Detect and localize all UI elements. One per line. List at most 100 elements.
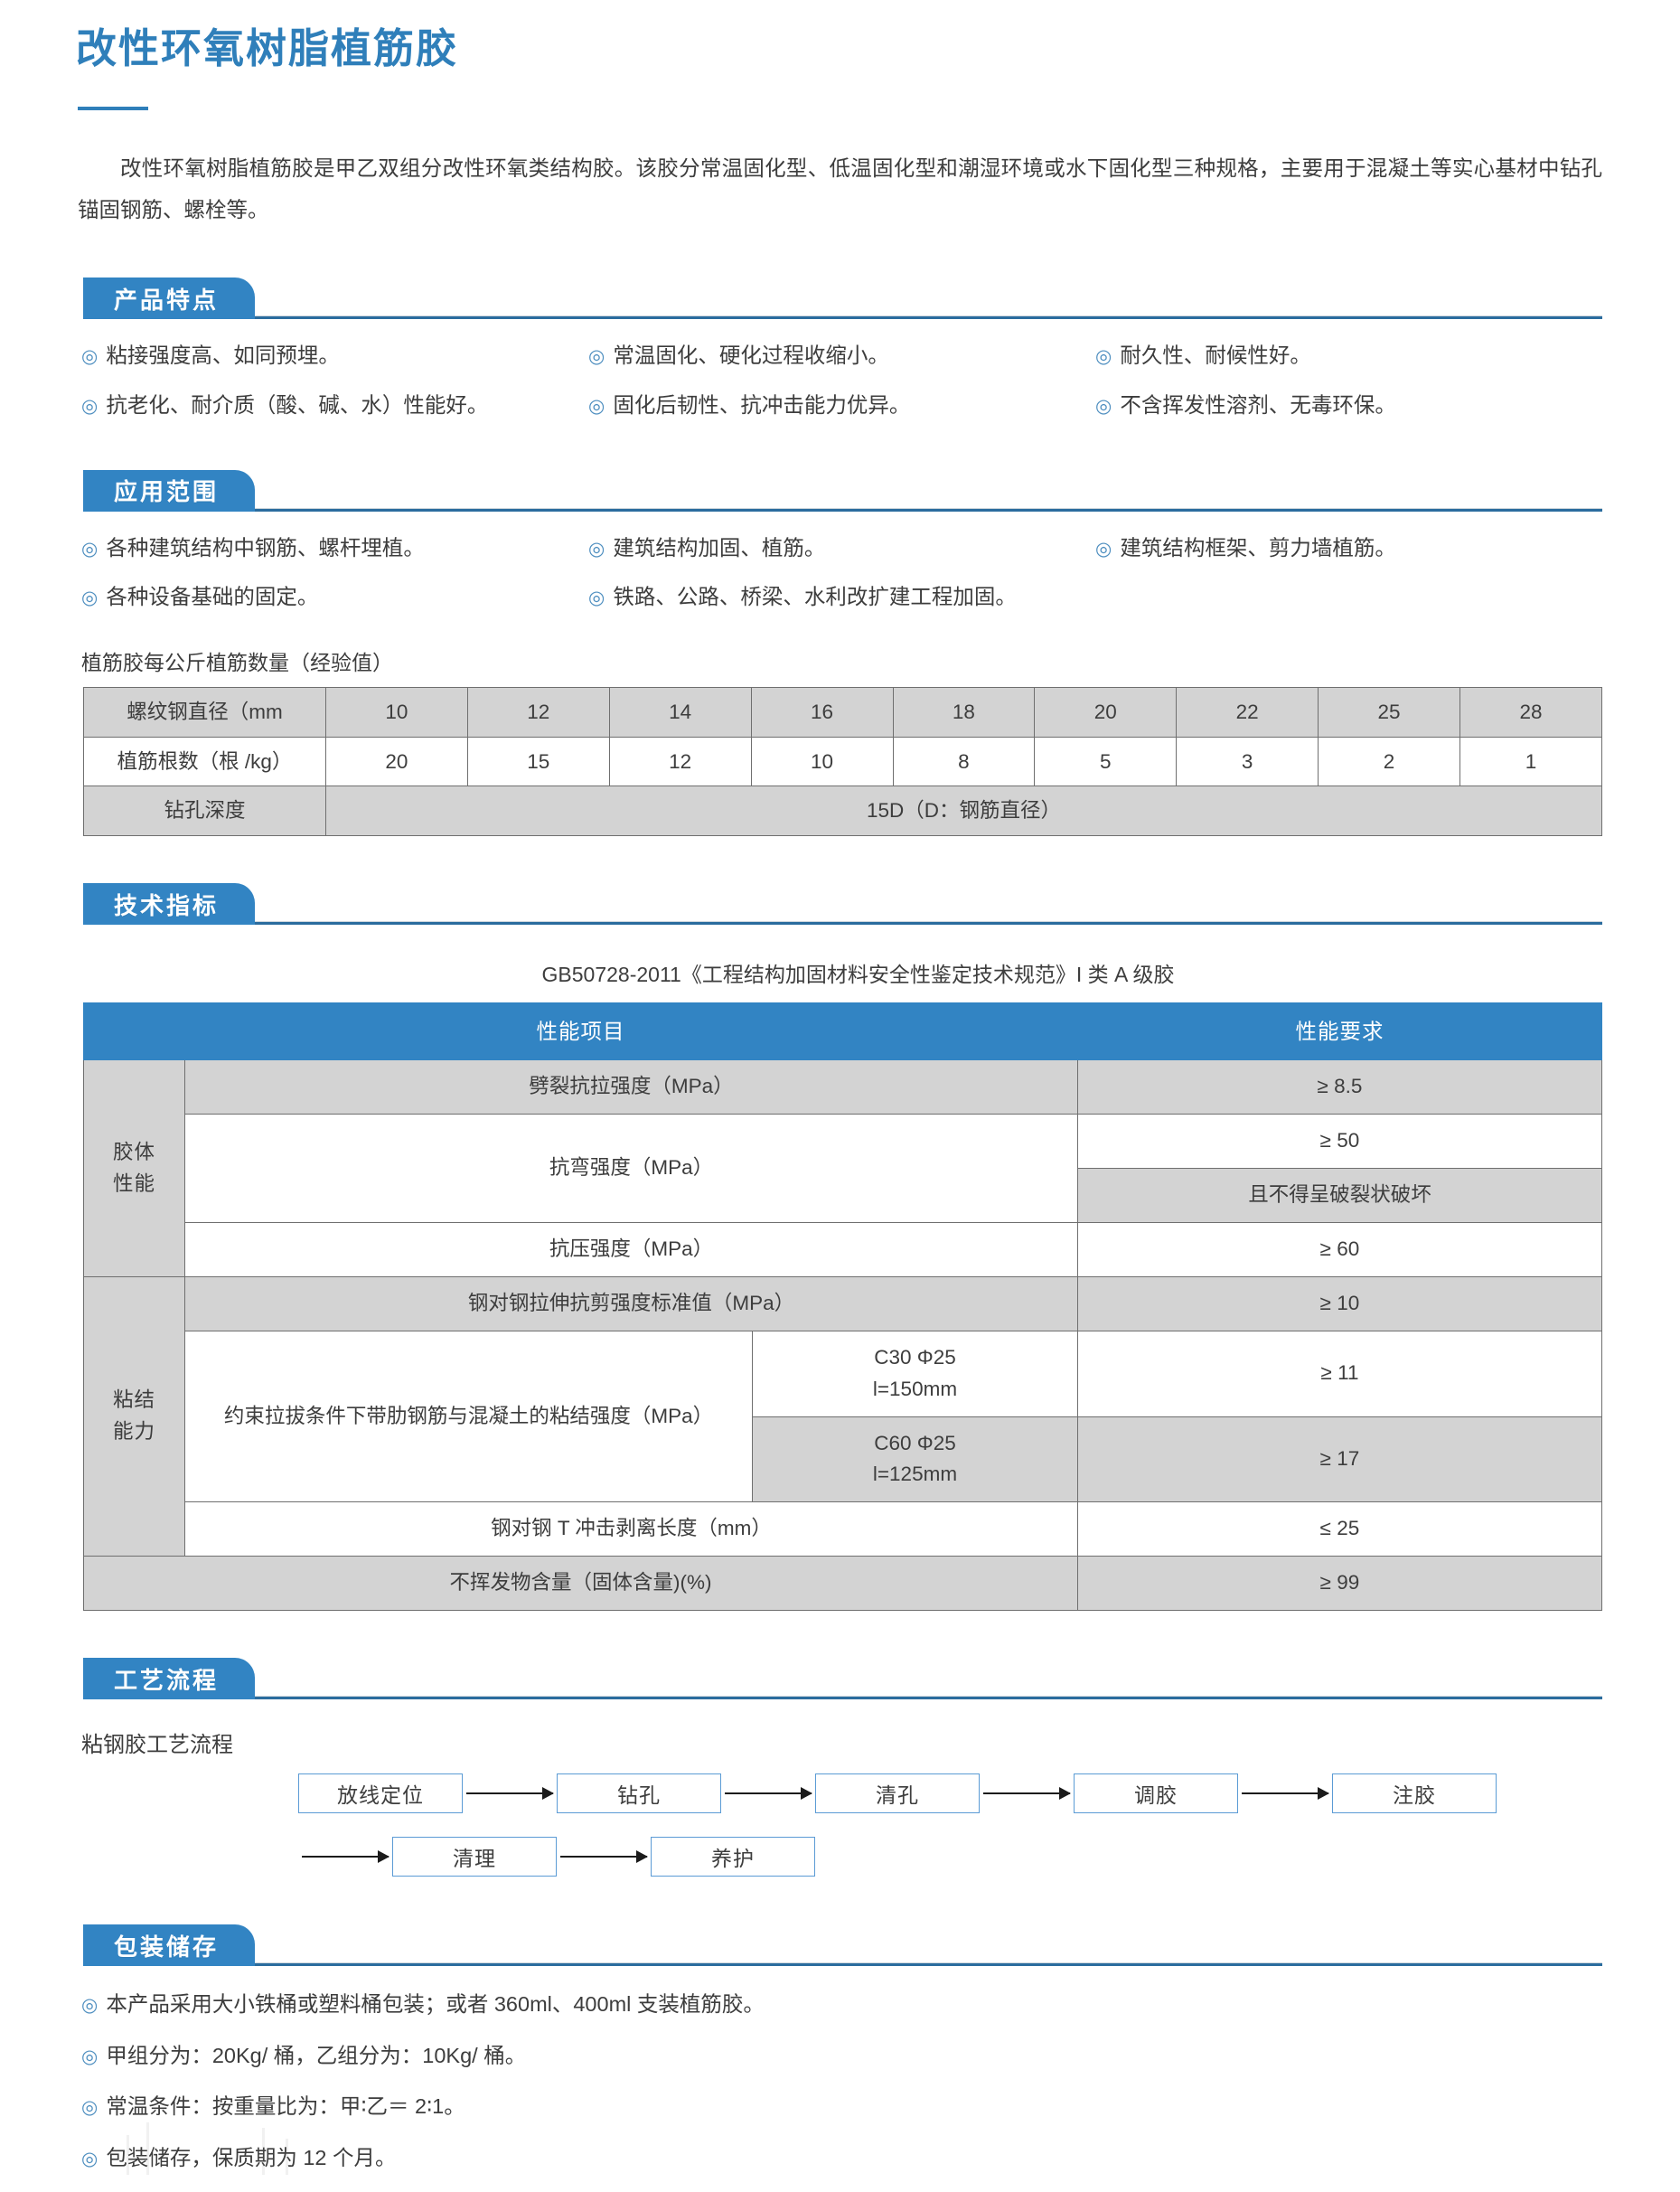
- spec-requirement: ≥ 8.5: [1077, 1059, 1602, 1115]
- list-item: ◎ 铁路、公路、桥梁、水利改扩建工程加固。: [588, 580, 1095, 615]
- table-cell: 2: [1318, 736, 1460, 787]
- section-tab-label: 技术指标: [83, 883, 256, 925]
- table-cell: 12: [466, 686, 610, 738]
- table-cell: 10: [325, 686, 468, 738]
- bullet-marker-icon: ◎: [81, 1995, 99, 2017]
- table-cell: 18: [892, 686, 1036, 738]
- table-cell: 22: [1176, 686, 1319, 738]
- bullet-marker-icon: ◎: [81, 2148, 99, 2169]
- bullet-marker-icon: ◎: [588, 346, 605, 368]
- section-technical: 技术指标 GB50728-2011《工程结构加固材料安全性鉴定技术规范》I 类 …: [0, 883, 1680, 1612]
- spec-requirement: ≥ 50: [1077, 1114, 1602, 1170]
- spec-requirement: ≥ 11: [1077, 1330, 1602, 1417]
- list-item: ◎ 各种建筑结构中钢筋、螺杆埋植。: [81, 532, 588, 566]
- table-cell: 28: [1459, 686, 1602, 738]
- section-rule: [83, 1697, 1602, 1700]
- spec-requirement: ≥ 17: [1077, 1416, 1602, 1503]
- section-features: 产品特点 ◎ 粘接强度高、如同预埋。 ◎ 常温固化、硬化过程收缩小。 ◎ 耐久性…: [0, 278, 1680, 422]
- bullet-marker-icon: ◎: [588, 538, 605, 560]
- table-row: 钢对钢 T 冲击剥离长度（mm） ≤ 25: [84, 1501, 1602, 1557]
- row-group-label-line1: 胶体: [112, 1140, 155, 1163]
- bullet-marker-icon: ◎: [588, 588, 605, 609]
- spec-subcondition-line2: l=125mm: [872, 1463, 958, 1486]
- list-item: ◎ 常温固化、硬化过程收缩小。: [588, 339, 1095, 373]
- column-header-requirement: 性能要求: [1077, 1002, 1602, 1061]
- bullet-marker-icon: ◎: [588, 395, 605, 417]
- list-item-label: 耐久性、耐候性好。: [1120, 343, 1311, 368]
- spec-item: 抗压强度（MPa）: [184, 1222, 1078, 1277]
- bullet-marker-icon: ◎: [81, 2046, 99, 2067]
- table-row: 且不得呈破裂状破坏: [84, 1168, 1602, 1224]
- bullet-marker-icon: ◎: [81, 538, 99, 560]
- list-item: ◎ 各种设备基础的固定。: [81, 580, 588, 615]
- column-header-item: 性能项目: [83, 1002, 1078, 1061]
- process-flow-diagram: 放线定位 钻孔 清孔 调胶 注胶 清理 养护: [298, 1773, 1680, 1877]
- list-item-label: 建筑结构框架、剪力墙植筋。: [1120, 535, 1396, 560]
- spec-requirement: ≥ 10: [1077, 1275, 1602, 1331]
- list-item-label: 各种设备基础的固定。: [106, 585, 319, 609]
- list-item: ◎ 粘接强度高、如同预埋。: [81, 339, 588, 373]
- spec-item: 不挥发物含量（固体含量)(%): [83, 1556, 1078, 1612]
- row-label: 螺纹钢直径（mm: [83, 686, 326, 738]
- process-flow-caption: 粘钢胶工艺流程: [81, 1733, 233, 1758]
- list-item: ◎ 不含挥发性溶剂、无毒环保。: [1095, 389, 1602, 423]
- flow-step-box: 钻孔: [557, 1773, 721, 1814]
- table-row: 胶体 性能 劈裂抗拉强度（MPa） ≥ 8.5: [83, 1059, 1602, 1277]
- technical-spec-table: 性能项目 性能要求 胶体 性能 劈裂抗拉强度（MPa） ≥ 8.5 抗弯强度（M…: [83, 1002, 1602, 1612]
- table-cell: 1: [1459, 736, 1602, 787]
- bullet-marker-icon: ◎: [1095, 346, 1112, 368]
- table-cell: 16: [750, 686, 894, 738]
- list-item: ◎ 固化后韧性、抗冲击能力优异。: [588, 389, 1095, 423]
- flow-step-box: 注胶: [1332, 1773, 1497, 1814]
- list-item-empty: [1095, 580, 1602, 615]
- flow-arrow-icon: [983, 1787, 1071, 1801]
- section-rule-thin: [83, 315, 1602, 317]
- section-header-features: 产品特点: [83, 278, 1602, 320]
- flow-step-box: 调胶: [1074, 1773, 1238, 1814]
- flow-step-box: 清理: [392, 1837, 557, 1877]
- spec-subcondition-line1: C60 Φ25: [874, 1431, 956, 1454]
- section-tab-label: 包装储存: [83, 1924, 256, 1967]
- bullet-marker-icon: ◎: [1095, 395, 1112, 417]
- list-item: ◎ 本产品采用大小铁桶或塑料桶包装；或者 360ml、400ml 支装植筋胶。: [81, 1988, 1602, 2022]
- row-group-label-line2: 能力: [112, 1420, 155, 1444]
- list-item: ◎ 甲组分为：20Kg/ 桶，乙组分为：10Kg/ 桶。: [81, 2039, 1602, 2074]
- intro-paragraph: 改性环氧树脂植筋胶是甲乙双组分改性环氧类结构胶。该胶分常温固化型、低温固化型和潮…: [78, 148, 1602, 231]
- section-rule: [83, 508, 1602, 512]
- flow-arrow-icon: [560, 1850, 648, 1864]
- spec-item: 约束拉拔条件下带肋钢筋与混凝土的粘结强度（MPa）: [184, 1330, 753, 1503]
- section-rule: [83, 922, 1602, 925]
- packaging-list: ◎ 本产品采用大小铁桶或塑料桶包装；或者 360ml、400ml 支装植筋胶。 …: [81, 1988, 1602, 2175]
- application-list: ◎ 各种建筑结构中钢筋、螺杆埋植。 ◎ 建筑结构加固、植筋。 ◎ 建筑结构框架、…: [81, 532, 1602, 615]
- table-cell: 5: [1034, 736, 1178, 787]
- section-rule-thin: [83, 507, 1602, 509]
- flow-step-box: 养护: [651, 1837, 815, 1877]
- table-row: 抗弯强度（MPa） ≥ 50: [84, 1114, 1602, 1224]
- list-item: ◎ 建筑结构加固、植筋。: [588, 532, 1095, 566]
- section-header-packaging: 包装储存: [83, 1924, 1602, 1967]
- standard-reference: GB50728-2011《工程结构加固材料安全性鉴定技术规范》I 类 A 级胶: [541, 963, 1175, 986]
- bullet-marker-icon: ◎: [1095, 538, 1112, 560]
- spec-requirement: ≤ 25: [1077, 1501, 1602, 1557]
- table-cell: 20: [1034, 686, 1178, 738]
- rebar-table-caption: 植筋胶每公斤植筋数量（经验值）: [81, 650, 393, 674]
- table-cell: 12: [608, 736, 752, 787]
- spec-requirement: ≥ 99: [1077, 1556, 1602, 1612]
- flow-step-box: 放线定位: [298, 1773, 463, 1814]
- bullet-marker-icon: ◎: [81, 588, 99, 609]
- table-row: 螺纹钢直径（mm 10 12 14 16 18 20 22 25 28: [83, 686, 1602, 738]
- table-row: 粘结 能力 钢对钢拉伸抗剪强度标准值（MPa） ≥ 10: [83, 1275, 1602, 1557]
- list-item-label: 铁路、公路、桥梁、水利改扩建工程加固。: [613, 585, 1017, 609]
- list-item: ◎ 耐久性、耐候性好。: [1095, 339, 1602, 373]
- row-label: 植筋根数（根 /kg）: [83, 736, 326, 787]
- list-item-label: 常温条件：按重量比为：甲∶乙＝ 2∶1。: [106, 2094, 465, 2119]
- spec-item: 钢对钢 T 冲击剥离长度（mm）: [184, 1501, 1078, 1557]
- table-cell: 3: [1176, 736, 1319, 787]
- table-row: C60 Φ25 l=125mm ≥ 17: [84, 1416, 1602, 1503]
- section-tab-label: 产品特点: [83, 278, 256, 320]
- table-cell: 25: [1318, 686, 1460, 738]
- spec-subcondition: C60 Φ25 l=125mm: [752, 1416, 1078, 1503]
- table-row: 抗压强度（MPa） ≥ 60: [84, 1222, 1602, 1277]
- flow-step-box: 清孔: [815, 1773, 980, 1814]
